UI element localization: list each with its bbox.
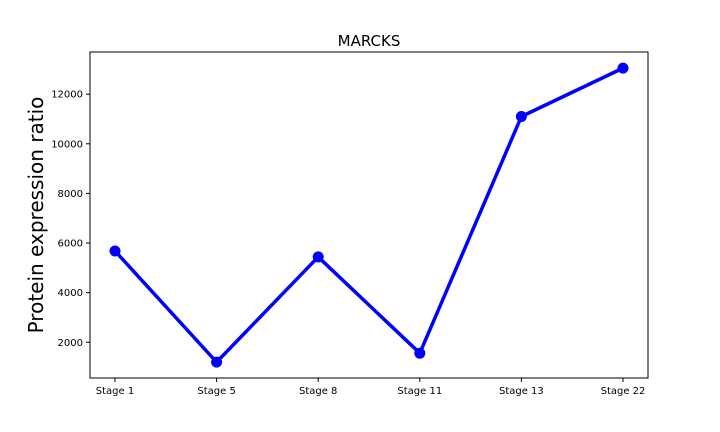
y-tick-label: 8000 [58, 189, 83, 200]
data-point [109, 245, 121, 257]
x-tick-label: Stage 8 [299, 386, 337, 397]
x-tick-label: Stage 11 [397, 386, 442, 397]
y-tick-label: 10000 [51, 139, 83, 150]
series-line [113, 66, 624, 364]
data-point [414, 347, 426, 359]
x-tick-label: Stage 22 [601, 386, 646, 397]
y-tick-label: 2000 [58, 338, 83, 349]
x-tick-label: Stage 1 [96, 386, 134, 397]
data-point [515, 111, 527, 123]
y-tick-label: 12000 [51, 90, 83, 101]
x-axis-ticks: Stage 1 Stage 5 Stage 8 Stage 11 Stage 13 Sta… [96, 378, 646, 397]
chart-title: MARCKS [338, 32, 401, 50]
x-tick-label: Stage 5 [197, 386, 235, 397]
y-tick-label: 4000 [58, 288, 83, 299]
y-tick-label: 6000 [58, 239, 83, 250]
x-tick-label: Stage 13 [499, 386, 544, 397]
data-point [617, 62, 629, 74]
y-axis-ticks: 2000 4000 6000 8000 10000 12000 [51, 90, 90, 349]
plot-area [89, 51, 649, 379]
series-points [109, 62, 629, 368]
data-point [312, 251, 324, 263]
y-axis-label: Protein expression ratio [24, 97, 48, 334]
data-point [211, 356, 223, 368]
